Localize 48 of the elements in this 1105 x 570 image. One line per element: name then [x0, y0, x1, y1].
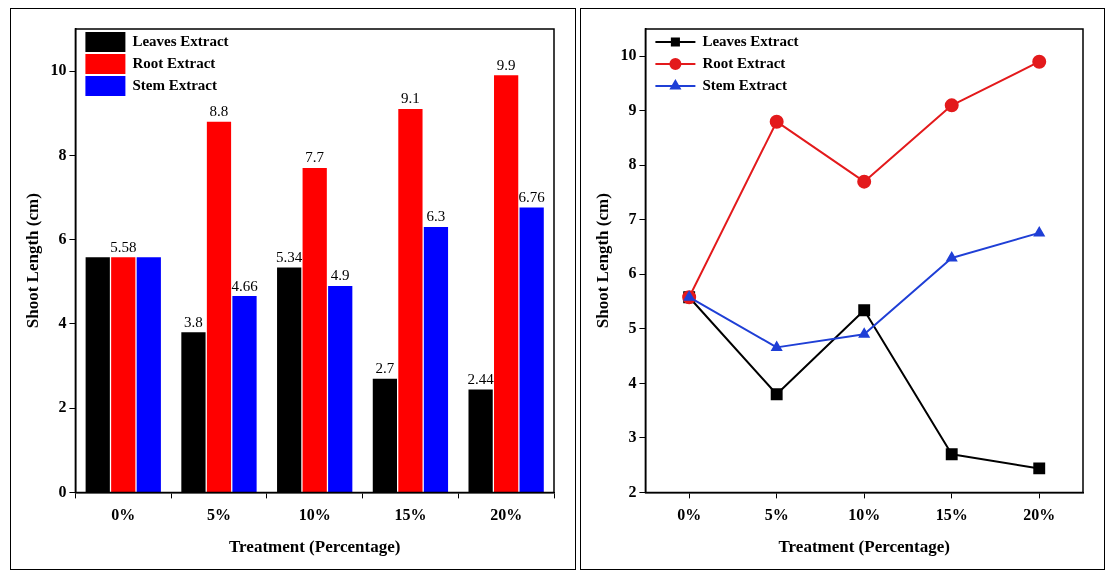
- y-tick-label: 2: [628, 482, 637, 500]
- legend-label: Leaves Extract: [702, 32, 799, 49]
- y-tick-label: 5: [628, 318, 637, 336]
- y-tick-label: 7: [628, 209, 637, 227]
- y-tick-label: 8: [58, 145, 67, 163]
- legend-label: Stem Extract: [702, 76, 787, 93]
- x-tick-label: 15%: [394, 506, 427, 524]
- y-tick-label: 10: [620, 46, 637, 64]
- data-label: 6.76: [518, 189, 546, 206]
- y-tick-label: 6: [58, 229, 67, 247]
- legend-label: Root Extract: [132, 54, 216, 71]
- data-label: 9.1: [401, 90, 420, 107]
- data-label: 5.58: [110, 238, 137, 255]
- data-label: 8.8: [209, 103, 229, 120]
- data-label: 9.9: [496, 56, 516, 73]
- data-label: 4.9: [330, 267, 350, 284]
- data-label: 4.66: [231, 277, 259, 294]
- x-tick-label: 0%: [111, 506, 136, 524]
- y-tick-label: 4: [628, 373, 637, 391]
- data-label: 2.44: [467, 371, 495, 388]
- y-axis-title: Shoot Length (cm): [592, 193, 612, 329]
- x-tick-label: 10%: [298, 506, 331, 524]
- y-axis-title: Shoot Length (cm): [22, 193, 42, 329]
- data-label: 5.34: [276, 248, 303, 265]
- y-tick-label: 10: [50, 61, 67, 79]
- data-label: 6.3: [426, 208, 446, 225]
- y-tick-label: 3: [628, 428, 637, 446]
- x-tick-label: 0%: [677, 506, 702, 524]
- x-axis-title: Treatment (Percentage): [778, 537, 950, 557]
- data-label: 2.7: [375, 360, 395, 377]
- y-tick-label: 4: [58, 314, 67, 332]
- y-tick-label: 9: [628, 100, 637, 118]
- data-label: 7.7: [305, 149, 325, 166]
- x-tick-label: 5%: [764, 506, 789, 524]
- x-tick-label: 20%: [1023, 506, 1056, 524]
- legend-label: Root Extract: [702, 54, 786, 71]
- x-tick-label: 20%: [490, 506, 523, 524]
- y-tick-label: 2: [58, 398, 67, 416]
- x-tick-label: 10%: [848, 506, 881, 524]
- legend-label: Leaves Extract: [132, 32, 229, 49]
- x-tick-label: 5%: [206, 506, 231, 524]
- y-tick-label: 0: [58, 482, 67, 500]
- y-tick-label: 6: [628, 264, 637, 282]
- data-label: 3.8: [184, 313, 203, 330]
- x-tick-label: 15%: [935, 506, 968, 524]
- x-axis-title: Treatment (Percentage): [229, 537, 401, 557]
- legend-label: Stem Extract: [132, 76, 217, 93]
- y-tick-label: 8: [628, 155, 637, 173]
